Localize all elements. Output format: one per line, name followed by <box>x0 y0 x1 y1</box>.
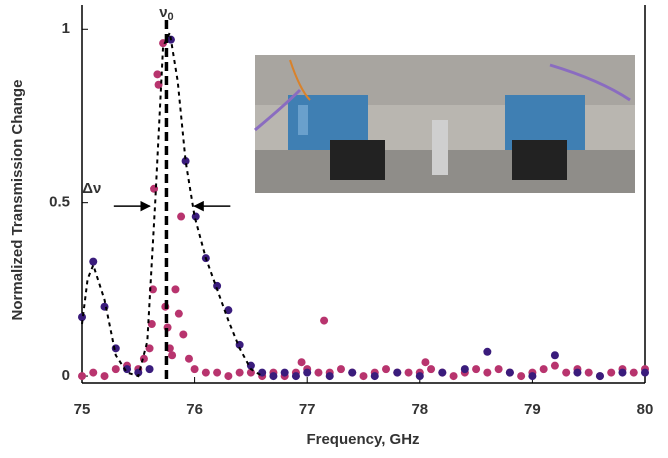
data-point <box>291 372 300 381</box>
data-point <box>415 372 424 381</box>
data-point <box>179 330 188 339</box>
data-point <box>528 372 537 381</box>
data-point <box>147 320 156 329</box>
data-point <box>280 368 289 377</box>
data-point <box>145 365 154 374</box>
data-point <box>472 365 481 374</box>
x-tick-label: 79 <box>524 401 541 418</box>
data-point <box>641 368 649 377</box>
data-point <box>325 372 334 381</box>
x-tick-label: 76 <box>186 401 203 418</box>
data-point <box>213 368 222 377</box>
data-point <box>145 344 154 353</box>
data-point <box>213 281 222 290</box>
data-point <box>297 358 306 367</box>
data-point <box>517 372 526 381</box>
data-point <box>89 257 98 266</box>
data-point <box>550 351 559 360</box>
center-label-symbol: ν <box>159 4 167 21</box>
data-point <box>359 372 368 381</box>
data-point <box>201 368 210 377</box>
data-point <box>168 351 177 360</box>
x-tick-label: 78 <box>411 401 428 418</box>
data-point <box>235 368 244 377</box>
y-tick-label: 1 <box>62 20 70 37</box>
data-point <box>348 368 357 377</box>
data-point <box>562 368 571 377</box>
data-point <box>134 368 143 377</box>
data-point <box>336 365 345 374</box>
data-point <box>584 368 593 377</box>
data-point <box>550 361 559 370</box>
data-point <box>303 368 312 377</box>
data-point <box>449 372 458 381</box>
data-point <box>629 368 638 377</box>
x-tick-label: 77 <box>299 401 316 418</box>
photo-inset <box>254 55 635 193</box>
data-point <box>269 372 278 381</box>
data-point <box>618 368 627 377</box>
y-axis-title: Normalized Transmission Change <box>9 80 26 321</box>
data-point <box>573 368 582 377</box>
width-label: Δν <box>82 180 101 197</box>
x-tick-label: 80 <box>637 401 654 418</box>
data-point <box>78 313 86 322</box>
data-point <box>607 368 616 377</box>
data-point <box>505 368 514 377</box>
data-point <box>421 358 430 367</box>
data-point <box>184 354 193 363</box>
data-point <box>539 365 548 374</box>
data-point <box>100 372 109 381</box>
data-point <box>494 365 503 374</box>
data-point <box>190 365 199 374</box>
fit-line <box>81 29 263 378</box>
data-point <box>111 344 120 353</box>
data-point <box>370 372 379 381</box>
data-point <box>427 365 436 374</box>
center-label-subscript: 0 <box>168 11 174 23</box>
data-point <box>177 212 186 221</box>
data-point <box>460 365 469 374</box>
data-point <box>181 157 190 166</box>
y-tick-label: 0.5 <box>49 194 70 211</box>
data-point <box>89 368 98 377</box>
data-point <box>438 368 447 377</box>
data-point <box>595 372 604 381</box>
x-tick-label: 75 <box>74 401 91 418</box>
data-point <box>171 285 180 294</box>
data-point <box>483 347 492 356</box>
y-tick-label: 0 <box>62 367 70 384</box>
data-point <box>153 70 162 79</box>
data-point <box>320 316 329 325</box>
data-point <box>224 372 233 381</box>
data-point <box>393 368 402 377</box>
data-point <box>382 365 391 374</box>
data-point <box>314 368 323 377</box>
data-point <box>111 365 120 374</box>
data-point <box>174 309 183 318</box>
data-point <box>78 372 86 381</box>
center-label: ν0 <box>159 4 173 23</box>
data-point <box>483 368 492 377</box>
x-axis-title: Frequency, GHz <box>306 431 419 448</box>
data-point <box>404 368 413 377</box>
